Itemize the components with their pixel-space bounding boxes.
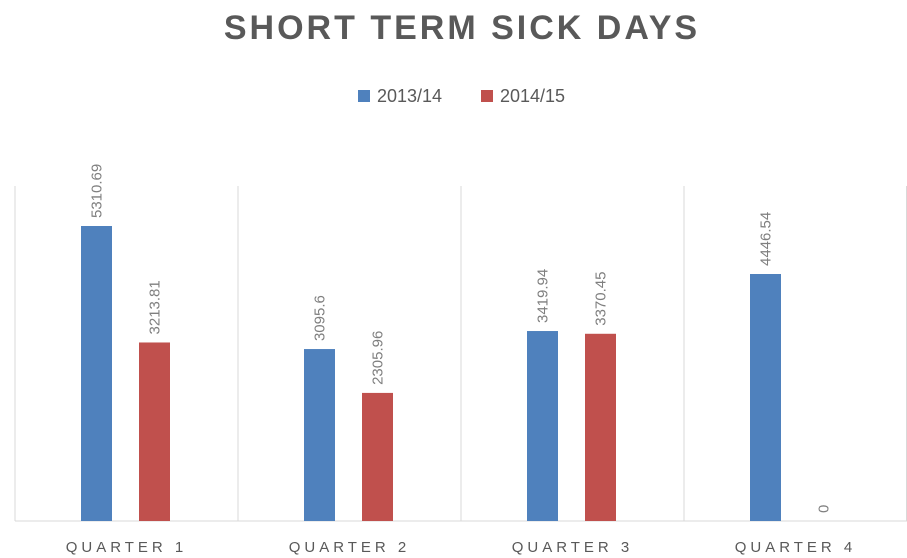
x-tick-label: QUARTER 1 bbox=[66, 539, 188, 556]
chart-title: SHORT TERM SICK DAYS bbox=[224, 9, 700, 47]
bar bbox=[139, 342, 170, 521]
data-label: 5310.69 bbox=[88, 164, 105, 218]
data-label: 0 bbox=[815, 505, 832, 513]
legend-swatch bbox=[358, 90, 370, 102]
data-label: 2305.96 bbox=[369, 331, 386, 385]
data-label: 3370.45 bbox=[592, 272, 609, 326]
data-label: 3419.94 bbox=[534, 269, 551, 323]
bar bbox=[750, 274, 781, 521]
bar bbox=[527, 331, 558, 521]
data-label: 3095.6 bbox=[311, 295, 328, 341]
bar bbox=[362, 392, 393, 521]
legend-label: 2014/15 bbox=[500, 86, 565, 106]
legend-swatch bbox=[481, 90, 493, 102]
bar bbox=[81, 226, 112, 521]
x-tick-label: QUARTER 4 bbox=[735, 539, 857, 556]
data-label: 3213.81 bbox=[146, 280, 163, 334]
bar bbox=[304, 349, 335, 521]
legend-label: 2013/14 bbox=[377, 86, 442, 106]
x-tick-label: QUARTER 2 bbox=[289, 539, 411, 556]
data-label: 4446.54 bbox=[757, 212, 774, 266]
x-tick-label: QUARTER 3 bbox=[512, 539, 634, 556]
bar bbox=[585, 333, 616, 521]
